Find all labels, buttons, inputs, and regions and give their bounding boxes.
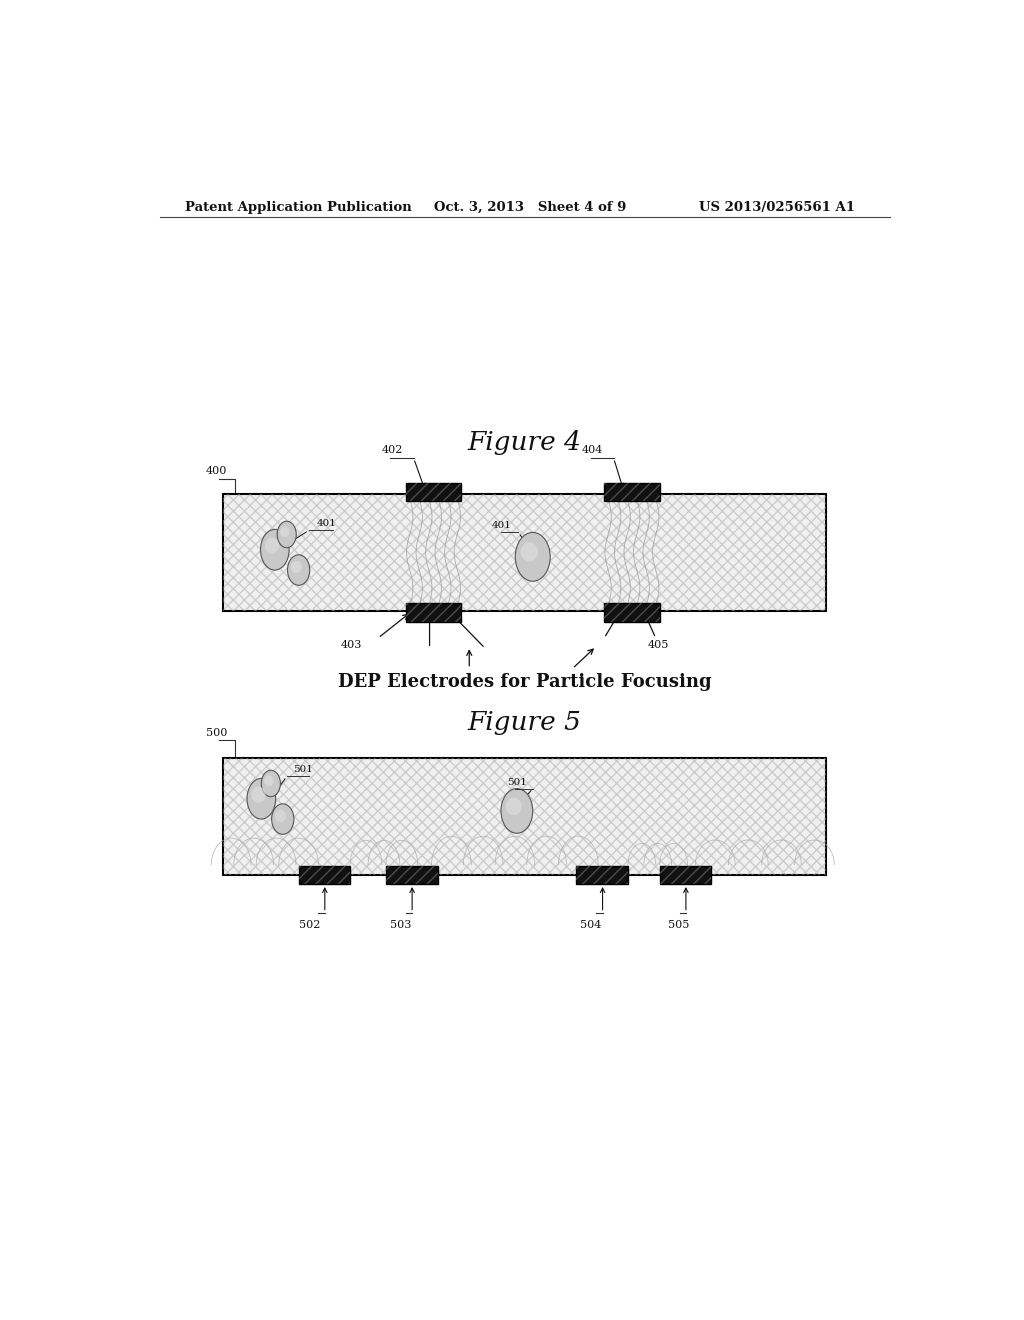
Ellipse shape — [280, 527, 290, 537]
Text: 504: 504 — [581, 920, 602, 929]
Ellipse shape — [265, 537, 280, 554]
Bar — [577, 866, 628, 884]
Text: Figure 5: Figure 5 — [468, 710, 582, 735]
Text: 501: 501 — [293, 766, 313, 775]
Text: 505: 505 — [668, 920, 689, 929]
Bar — [406, 483, 461, 502]
Text: 401: 401 — [316, 519, 337, 528]
Bar — [223, 494, 826, 611]
Bar — [299, 866, 350, 884]
Text: 401: 401 — [492, 521, 511, 531]
Text: DEP Electrodes for Particle Focusing: DEP Electrodes for Particle Focusing — [338, 673, 712, 690]
Bar — [386, 866, 437, 884]
Text: Oct. 3, 2013   Sheet 4 of 9: Oct. 3, 2013 Sheet 4 of 9 — [433, 201, 626, 214]
Bar — [406, 603, 461, 622]
Ellipse shape — [264, 776, 273, 787]
Text: 404: 404 — [582, 445, 603, 455]
Ellipse shape — [520, 543, 538, 562]
Bar — [406, 603, 461, 622]
Text: US 2013/0256561 A1: US 2013/0256561 A1 — [699, 201, 855, 214]
Text: 501: 501 — [507, 777, 527, 787]
Bar — [604, 483, 659, 502]
Text: 502: 502 — [299, 920, 319, 929]
Ellipse shape — [271, 804, 294, 834]
Bar — [299, 866, 350, 884]
Bar — [223, 758, 826, 875]
Ellipse shape — [288, 554, 309, 585]
Ellipse shape — [515, 532, 550, 581]
Ellipse shape — [261, 771, 281, 797]
Text: 400: 400 — [206, 466, 227, 475]
Bar — [223, 758, 826, 875]
Text: Figure 4: Figure 4 — [468, 430, 582, 455]
Ellipse shape — [251, 787, 265, 803]
Ellipse shape — [278, 521, 296, 548]
Ellipse shape — [247, 779, 275, 818]
Ellipse shape — [291, 561, 302, 573]
Bar — [386, 866, 437, 884]
Text: 403: 403 — [341, 640, 362, 651]
Ellipse shape — [260, 529, 289, 570]
Bar — [406, 483, 461, 502]
Text: Patent Application Publication: Patent Application Publication — [185, 201, 412, 214]
Ellipse shape — [506, 797, 521, 816]
Text: 500: 500 — [206, 727, 227, 738]
Bar — [659, 866, 712, 884]
Text: 402: 402 — [382, 445, 403, 455]
Text: 503: 503 — [390, 920, 412, 929]
Bar — [659, 866, 712, 884]
Bar — [604, 483, 659, 502]
Ellipse shape — [501, 788, 532, 833]
Ellipse shape — [275, 810, 286, 822]
Bar — [604, 603, 659, 622]
Text: 405: 405 — [648, 640, 669, 651]
Bar — [223, 494, 826, 611]
Bar — [577, 866, 628, 884]
Bar — [604, 603, 659, 622]
